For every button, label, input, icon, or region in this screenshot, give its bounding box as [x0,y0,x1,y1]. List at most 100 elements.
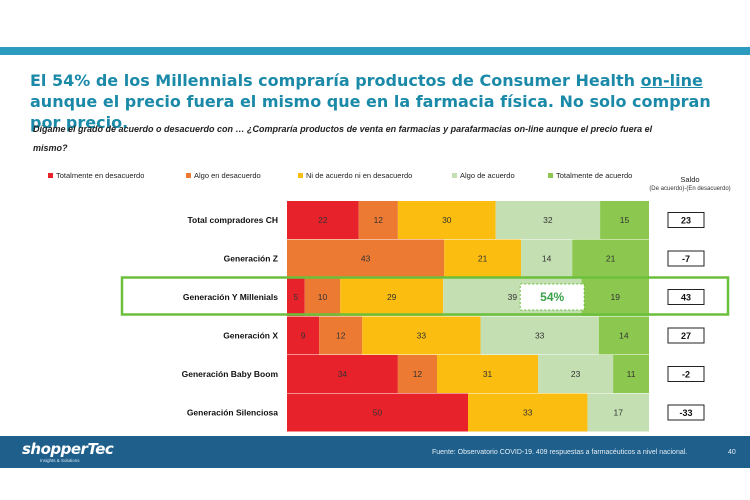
bar-segment [397,201,496,239]
bar-segment [287,278,305,316]
saldo-value: 27 [681,331,691,341]
category-label-generacion-silenciosa: Generación Silenciosa [187,408,278,418]
data-label: 12 [374,215,384,225]
saldo-header: Saldo (De acuerdo)-(En desacuerdo) [640,175,740,194]
bar-segment [598,316,649,355]
bar-segment [437,355,539,393]
legend-item-totalmente-de-acuerdo: Totalmente de acuerdo [548,170,632,182]
footer-bar [0,436,750,468]
saldo-title: Saldo [680,175,700,184]
data-label: 39 [508,292,518,302]
data-label: 5 [294,292,299,302]
saldo-box [667,212,705,228]
legend-swatch [548,172,553,178]
data-label: 15 [620,215,630,225]
legend-item-algo-en-desacuerdo: Algo en desacuerdo [186,170,261,182]
data-label: 14 [542,254,552,264]
shoppertec-logo: shopperTec [22,440,114,458]
bar-segment [287,393,468,432]
bar-segment [587,393,649,432]
logo-tagline: Insights & Solutions [40,458,80,463]
category-label-generacion-x: Generación X [223,331,278,341]
data-label: 19 [611,292,621,302]
saldo-box [667,366,705,382]
data-label: 11 [627,369,636,379]
highlight-callout [519,283,585,311]
bar-segment [362,316,481,355]
bar-segment [581,278,649,316]
saldo-box [667,289,705,305]
bar-segment [358,201,398,239]
data-label: 43 [361,254,371,264]
survey-question: Dígame el grado de acuerdo o desacuerdo … [33,124,653,153]
data-label: 12 [413,369,423,379]
page-number: 40 [728,449,736,456]
source-note: Fuente: Observatorio COVID-19. 409 respu… [432,449,688,456]
saldo-subtitle: (De acuerdo)-(En desacuerdo) [649,186,731,192]
data-label: 17 [613,408,623,418]
bar-segment [444,239,522,278]
title-underlined: on-line [640,71,703,90]
bar-segment [468,393,588,432]
bar-segment [600,201,649,239]
data-label: 21 [478,254,488,264]
legend-swatch [186,172,191,178]
legend-swatch [48,172,53,178]
data-label: 32 [543,215,553,225]
bar-segment [521,239,573,278]
saldo-value: -2 [682,370,690,380]
title-part-2: aunque el precio fuera el mismo que en l… [30,92,711,132]
bar-segment [287,201,359,239]
data-label: 50 [373,408,383,418]
saldo-box [667,327,705,344]
legend-item-algo-de-acuerdo: Algo de acuerdo [452,170,515,182]
saldo-box [667,250,705,267]
legend-swatch [452,172,457,178]
legend-label: Totalmente de acuerdo [556,171,633,180]
category-label-generacion-y-millenials: Generación Y Millenials [183,292,278,302]
data-label: 23 [571,369,581,379]
data-label: 33 [535,331,545,341]
bar-segment [495,201,601,239]
category-label-total-compradores-ch: Total compradores CH [187,215,278,225]
title-part-1: El 54% de los Millennials compraría prod… [30,71,641,90]
bar-segment [287,239,445,278]
chart-legend: Totalmente en desacuerdo Algo en desacuer… [48,170,708,184]
data-label: 29 [387,292,397,302]
category-label-generacion-z: Generación Z [224,254,278,264]
data-label: 33 [417,331,427,341]
saldo-value: 43 [681,293,691,303]
data-label: 34 [338,369,348,379]
bar-segment [538,355,614,393]
bar-segment [572,239,649,278]
saldo-value: -7 [682,254,690,264]
slide-title: El 54% de los Millennials compraría prod… [30,70,730,133]
stacked-bar-chart: Total compradores CH 22 12 30 32 15 23 Generaci… [120,201,730,432]
bar-segment [287,316,320,355]
data-label: 31 [483,369,493,379]
saldo-box [667,404,705,421]
legend-item-ni-de-acuerdo-ni-en-desacuerdo: Ni de acuerdo ni en desacuerdo [298,170,412,182]
highlight-value: 54% [540,290,564,304]
data-label: 21 [606,254,616,264]
bar-segment [397,355,438,393]
bar-segment [319,316,363,355]
bar-segment [304,278,341,316]
header-band [0,47,750,55]
legend-label: Ni de acuerdo ni en desacuerdo [306,171,413,180]
bar-segment [480,316,599,355]
data-label: 12 [336,331,346,341]
highlight-frame [120,276,730,316]
saldo-value: -33 [679,408,692,418]
bar-segment [340,278,444,316]
data-label: 30 [442,215,452,225]
data-label: 9 [301,331,306,341]
legend-label: Totalmente en desacuerdo [56,171,145,180]
bar-segment [287,355,398,393]
data-label: 33 [523,408,533,418]
data-label: 10 [318,292,328,302]
data-label: 14 [619,331,629,341]
legend-label: Algo de acuerdo [460,171,515,180]
category-label-generacion-baby-boom: Generación Baby Boom [182,369,279,379]
data-label: 22 [318,215,328,225]
